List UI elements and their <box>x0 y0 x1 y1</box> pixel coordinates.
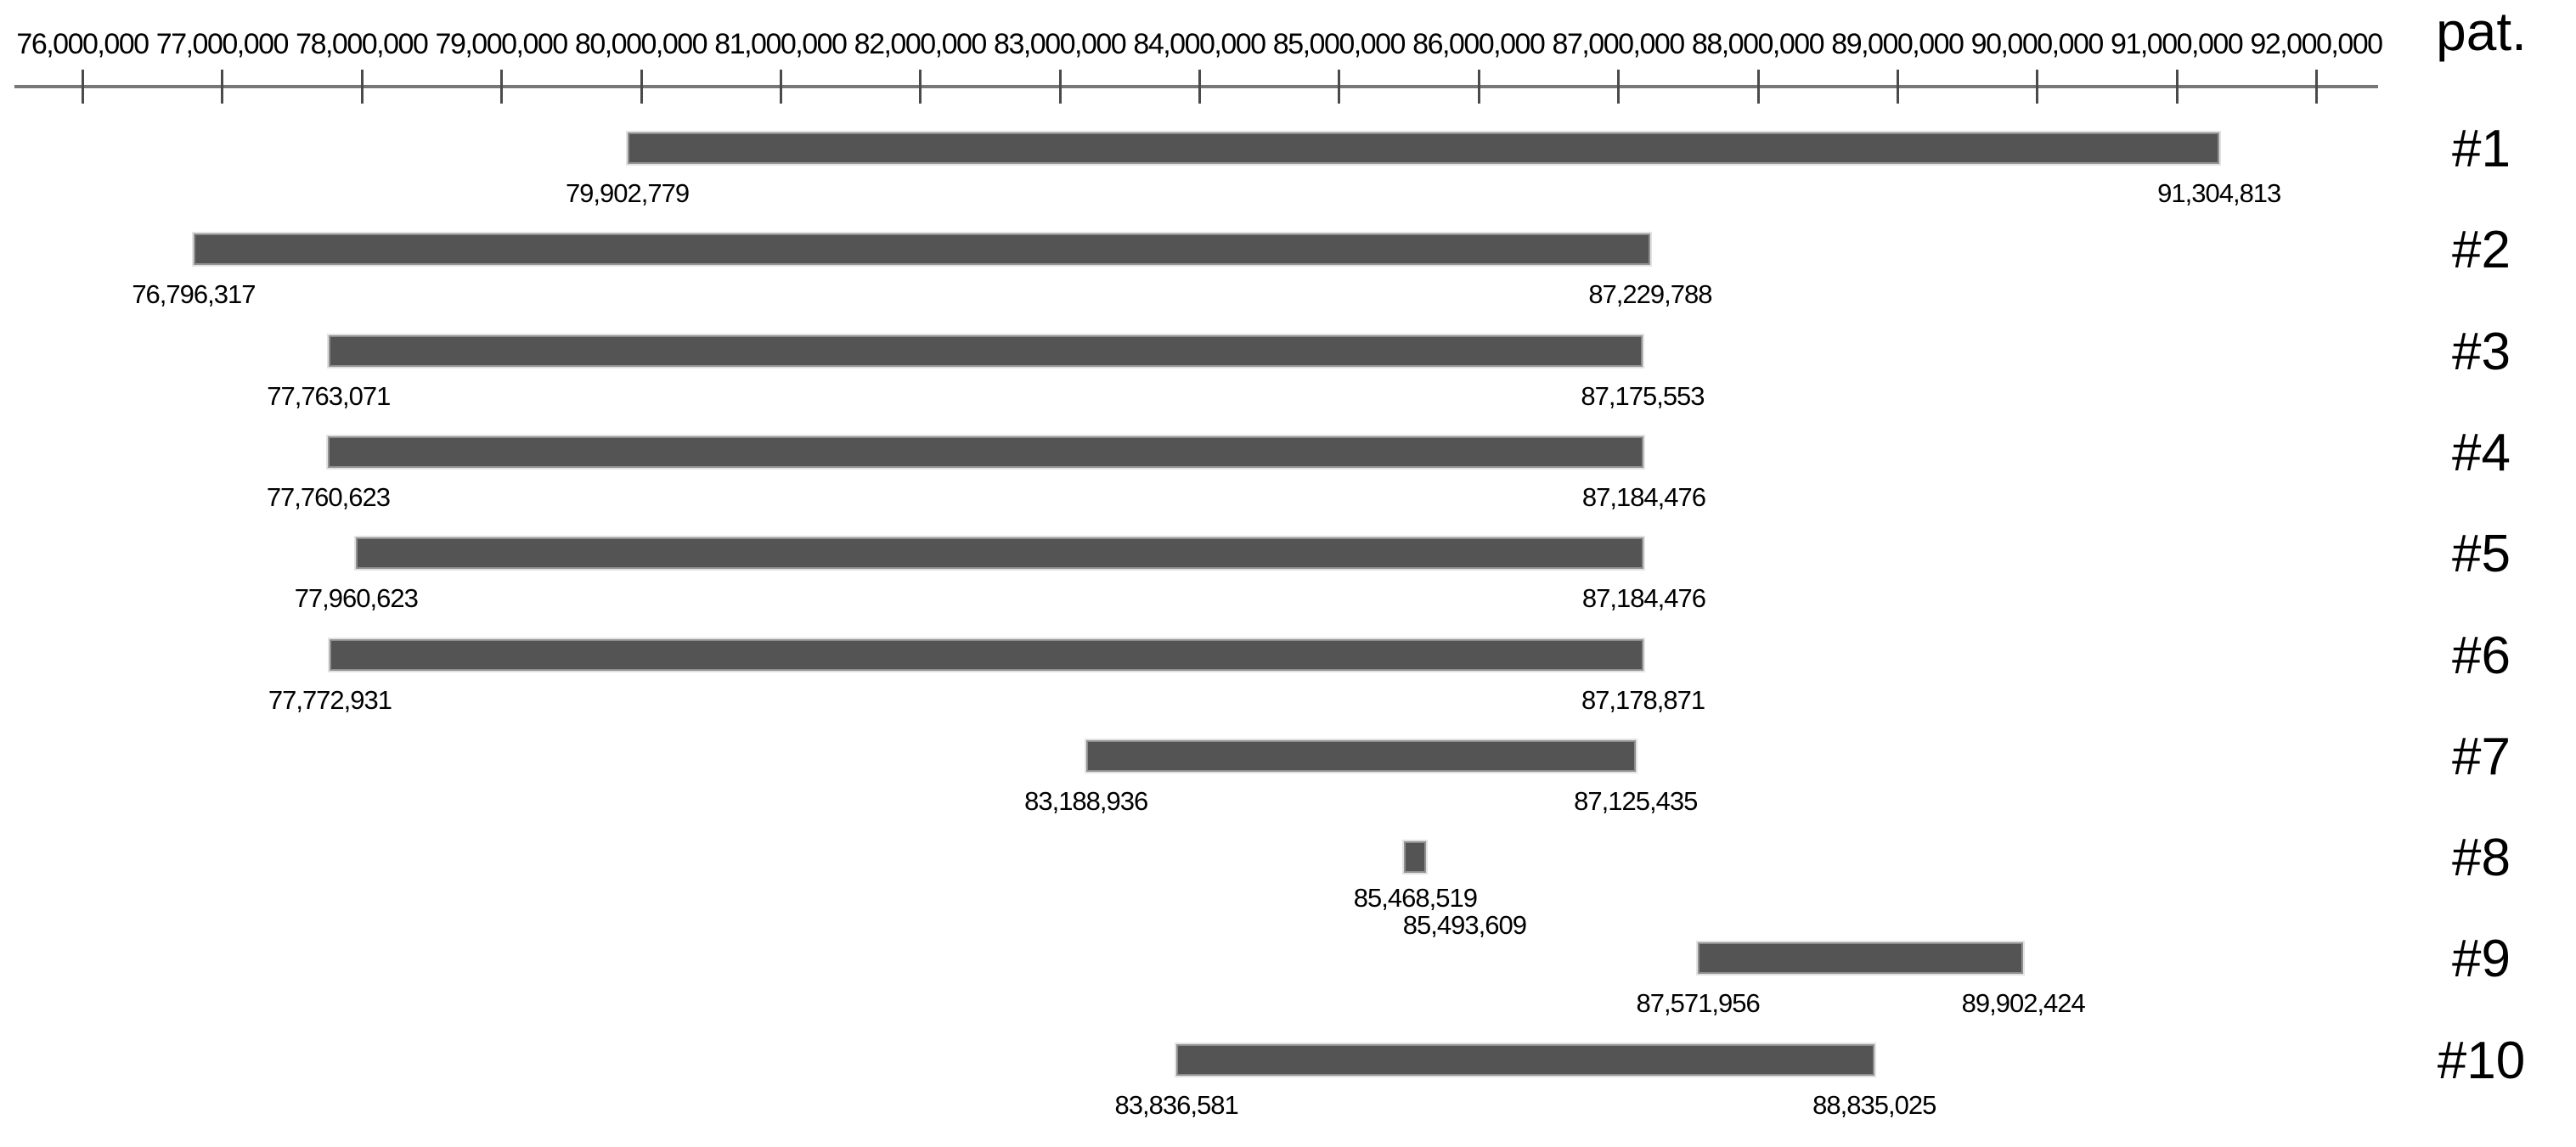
patient-label: #9 <box>2452 930 2511 989</box>
patient-label: #10 <box>2437 1031 2526 1090</box>
bar-end-label: 89,902,424 <box>1961 988 2086 1019</box>
bar-start-label: 77,760,623 <box>266 481 391 512</box>
bar-end-label: 85,493,609 <box>1402 910 1527 941</box>
interval-bar <box>627 132 2219 164</box>
bar-start-label: 85,468,519 <box>1353 883 1478 914</box>
bar-end-label: 91,304,813 <box>2157 178 2281 208</box>
patient-label: #3 <box>2452 322 2511 381</box>
tick-label: 81,000,000 <box>714 28 848 60</box>
bar-end-label: 87,229,788 <box>1588 279 1712 310</box>
tick-mark <box>1756 70 1760 104</box>
bar-end-label: 87,178,871 <box>1581 684 1705 715</box>
interval-bar <box>1404 841 1427 874</box>
interval-bar <box>328 436 1644 468</box>
tick-mark <box>640 70 643 104</box>
tick-label: 85,000,000 <box>1272 28 1406 60</box>
tick-mark <box>2315 70 2318 104</box>
bar-end-label: 87,184,476 <box>1581 583 1706 614</box>
tick-mark <box>221 70 224 104</box>
tick-label: 76,000,000 <box>16 28 149 60</box>
patient-label: #8 <box>2452 829 2511 888</box>
bar-start-label: 83,188,936 <box>1024 785 1148 816</box>
tick-mark <box>1896 70 1899 104</box>
tick-label: 86,000,000 <box>1412 28 1546 60</box>
tick-mark <box>1338 70 1341 104</box>
tick-label: 84,000,000 <box>1133 28 1266 60</box>
tick-mark <box>1058 70 1062 104</box>
tick-mark <box>82 70 84 104</box>
bar-start-label: 83,836,581 <box>1114 1089 1239 1120</box>
bar-start-label: 77,960,623 <box>294 583 419 614</box>
tick-label: 89,000,000 <box>1831 28 1964 60</box>
bar-start-label: 87,571,956 <box>1636 988 1761 1019</box>
interval-bar <box>330 638 1643 671</box>
tick-label: 79,000,000 <box>435 28 569 60</box>
tick-label: 88,000,000 <box>1691 28 1825 60</box>
interval-bar <box>328 335 1643 367</box>
tick-mark <box>919 70 922 104</box>
bar-end-label: 87,175,553 <box>1581 380 1705 411</box>
tick-mark <box>2175 70 2179 104</box>
bar-start-label: 77,772,931 <box>268 684 392 715</box>
tick-mark <box>1198 70 1201 104</box>
tick-label: 78,000,000 <box>296 28 429 60</box>
bar-end-label: 87,184,476 <box>1581 481 1706 512</box>
tick-label: 87,000,000 <box>1552 28 1686 60</box>
tick-label: 91,000,000 <box>2111 28 2244 60</box>
tick-mark <box>779 70 782 104</box>
tick-mark <box>360 70 364 104</box>
bar-start-label: 79,902,779 <box>565 178 690 208</box>
tick-label: 83,000,000 <box>994 28 1127 60</box>
tick-label: 92,000,000 <box>2250 28 2383 60</box>
tick-label: 82,000,000 <box>854 28 988 60</box>
tick-label: 80,000,000 <box>574 28 708 60</box>
patient-label: #7 <box>2452 727 2511 786</box>
tick-label: 90,000,000 <box>1970 28 2105 60</box>
interval-bar <box>356 537 1644 570</box>
tick-mark <box>1477 70 1480 104</box>
interval-bar <box>1176 1043 1874 1076</box>
x-axis-line <box>14 85 2378 88</box>
bar-end-label: 87,125,435 <box>1574 785 1698 816</box>
interval-bar <box>1085 739 1636 772</box>
tick-mark <box>1617 70 1621 104</box>
patient-label: #5 <box>2452 525 2511 584</box>
interval-bar <box>193 233 1650 266</box>
bar-end-label: 88,835,025 <box>1812 1089 1936 1120</box>
patient-label: #2 <box>2452 221 2511 280</box>
patient-label: #4 <box>2452 423 2511 482</box>
patient-label: #6 <box>2452 626 2511 685</box>
bar-start-label: 76,796,317 <box>132 279 256 310</box>
axis-header-pat: pat. <box>2436 1 2527 62</box>
tick-mark <box>2036 70 2039 104</box>
patient-label: #1 <box>2452 120 2511 178</box>
interval-bar <box>1698 942 2024 975</box>
tick-mark <box>500 70 504 104</box>
bar-start-label: 77,763,071 <box>267 380 391 411</box>
tick-label: 77,000,000 <box>155 28 290 60</box>
